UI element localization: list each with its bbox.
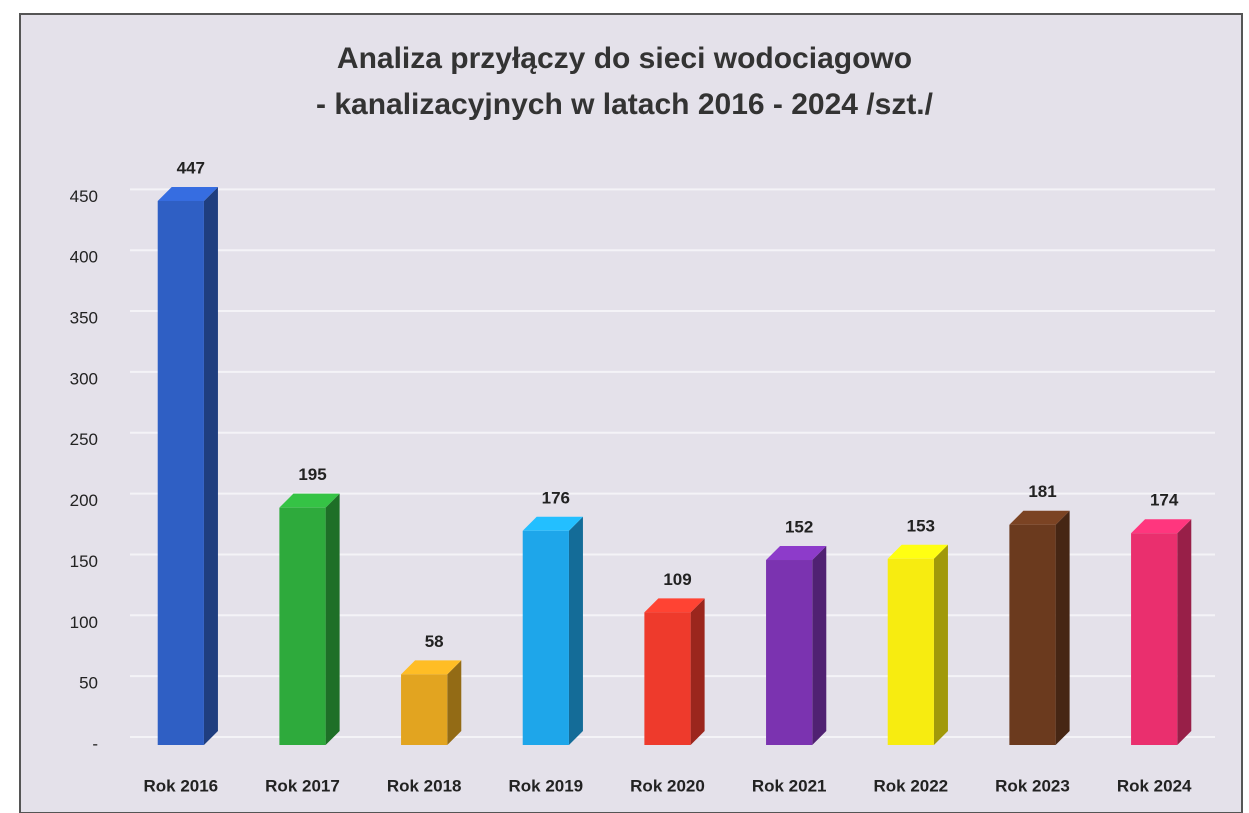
- bar-top: [644, 598, 705, 613]
- chart-title: Analiza przyłączy do sieci wodociagowo -…: [316, 42, 933, 121]
- y-tick-label: 450: [70, 187, 98, 206]
- bar: [766, 560, 813, 745]
- bar-top: [1009, 510, 1070, 525]
- data-label: 58: [425, 632, 444, 651]
- bar-top: [401, 660, 462, 675]
- bar: [279, 507, 326, 745]
- data-label: 181: [1028, 482, 1056, 501]
- y-tick-label: 300: [70, 369, 98, 388]
- x-tick-label: Rok 2021: [752, 776, 827, 795]
- bar-top: [157, 186, 218, 201]
- y-tick-label: 50: [79, 674, 98, 693]
- bar-side: [1055, 510, 1070, 745]
- y-tick-label: 100: [70, 613, 98, 632]
- bar-top: [1131, 519, 1192, 534]
- x-tick-label: Rok 2016: [143, 776, 218, 795]
- bar: [644, 612, 691, 745]
- y-tick-label: -: [92, 734, 98, 753]
- x-tick-label: Rok 2020: [630, 776, 705, 795]
- y-tick-label: 350: [70, 309, 98, 328]
- x-tick-label: Rok 2019: [508, 776, 583, 795]
- bar-side: [933, 544, 948, 745]
- bar: [1009, 524, 1056, 745]
- bar-side: [690, 598, 705, 745]
- x-tick-label: Rok 2017: [265, 776, 340, 795]
- bar-top: [279, 493, 340, 508]
- bar-side: [325, 493, 340, 745]
- x-tick-label: Rok 2024: [1117, 776, 1192, 795]
- bar: [1131, 533, 1178, 745]
- bar: [887, 558, 934, 745]
- bar-side: [812, 546, 827, 745]
- data-label: 109: [663, 570, 691, 589]
- bar: [522, 530, 569, 745]
- y-tick-label: 150: [70, 552, 98, 571]
- data-label: 174: [1150, 491, 1179, 510]
- data-label: 176: [542, 488, 570, 507]
- bar: [157, 200, 204, 746]
- data-label: 447: [177, 158, 205, 177]
- data-label: 195: [298, 465, 326, 484]
- y-tick-label: 250: [70, 430, 98, 449]
- x-tick-label: Rok 2023: [995, 776, 1070, 795]
- y-tick-label: 400: [70, 248, 98, 267]
- bar-side: [568, 516, 583, 745]
- y-tick-label: 200: [70, 491, 98, 510]
- bar: [401, 674, 448, 745]
- bar-side: [1177, 519, 1192, 745]
- bar-side: [447, 660, 462, 745]
- bar-side: [203, 186, 218, 746]
- x-tick-label: Rok 2018: [387, 776, 462, 795]
- bar-top: [887, 544, 948, 559]
- bar-top: [522, 516, 583, 531]
- x-tick-label: Rok 2022: [873, 776, 948, 795]
- bar-top: [766, 546, 827, 561]
- data-label: 153: [907, 516, 935, 535]
- data-label: 152: [785, 517, 813, 536]
